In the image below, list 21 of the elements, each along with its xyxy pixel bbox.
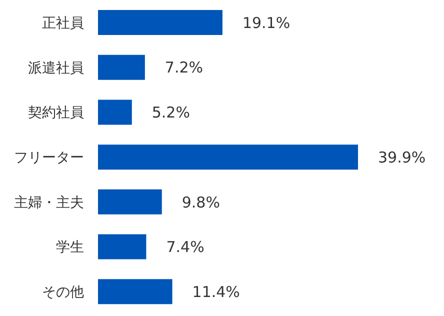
data-label: 19.1% xyxy=(242,14,290,32)
data-label: 7.4% xyxy=(166,238,204,256)
y-tick-label: その他 xyxy=(42,284,84,301)
data-label: 7.2% xyxy=(164,58,204,77)
bar xyxy=(98,189,162,214)
y-tick-label: フリーター xyxy=(14,150,84,166)
data-label: 9.8% xyxy=(182,193,220,212)
bar xyxy=(98,279,172,304)
bar xyxy=(98,144,358,170)
bar xyxy=(98,100,132,125)
y-tick-label: 学生 xyxy=(56,240,84,256)
bar xyxy=(98,234,146,260)
data-label: 39.9% xyxy=(378,148,426,166)
data-label: 5.2% xyxy=(152,104,190,122)
y-tick-label: 主婦・主夫 xyxy=(14,194,84,211)
bar xyxy=(98,10,222,35)
bar xyxy=(98,54,145,80)
y-tick-label: 派遣社員 xyxy=(28,60,84,76)
y-tick-label: 正社員 xyxy=(42,15,84,32)
data-label: 11.4% xyxy=(192,282,240,301)
y-tick-label: 契約社員 xyxy=(28,105,84,122)
